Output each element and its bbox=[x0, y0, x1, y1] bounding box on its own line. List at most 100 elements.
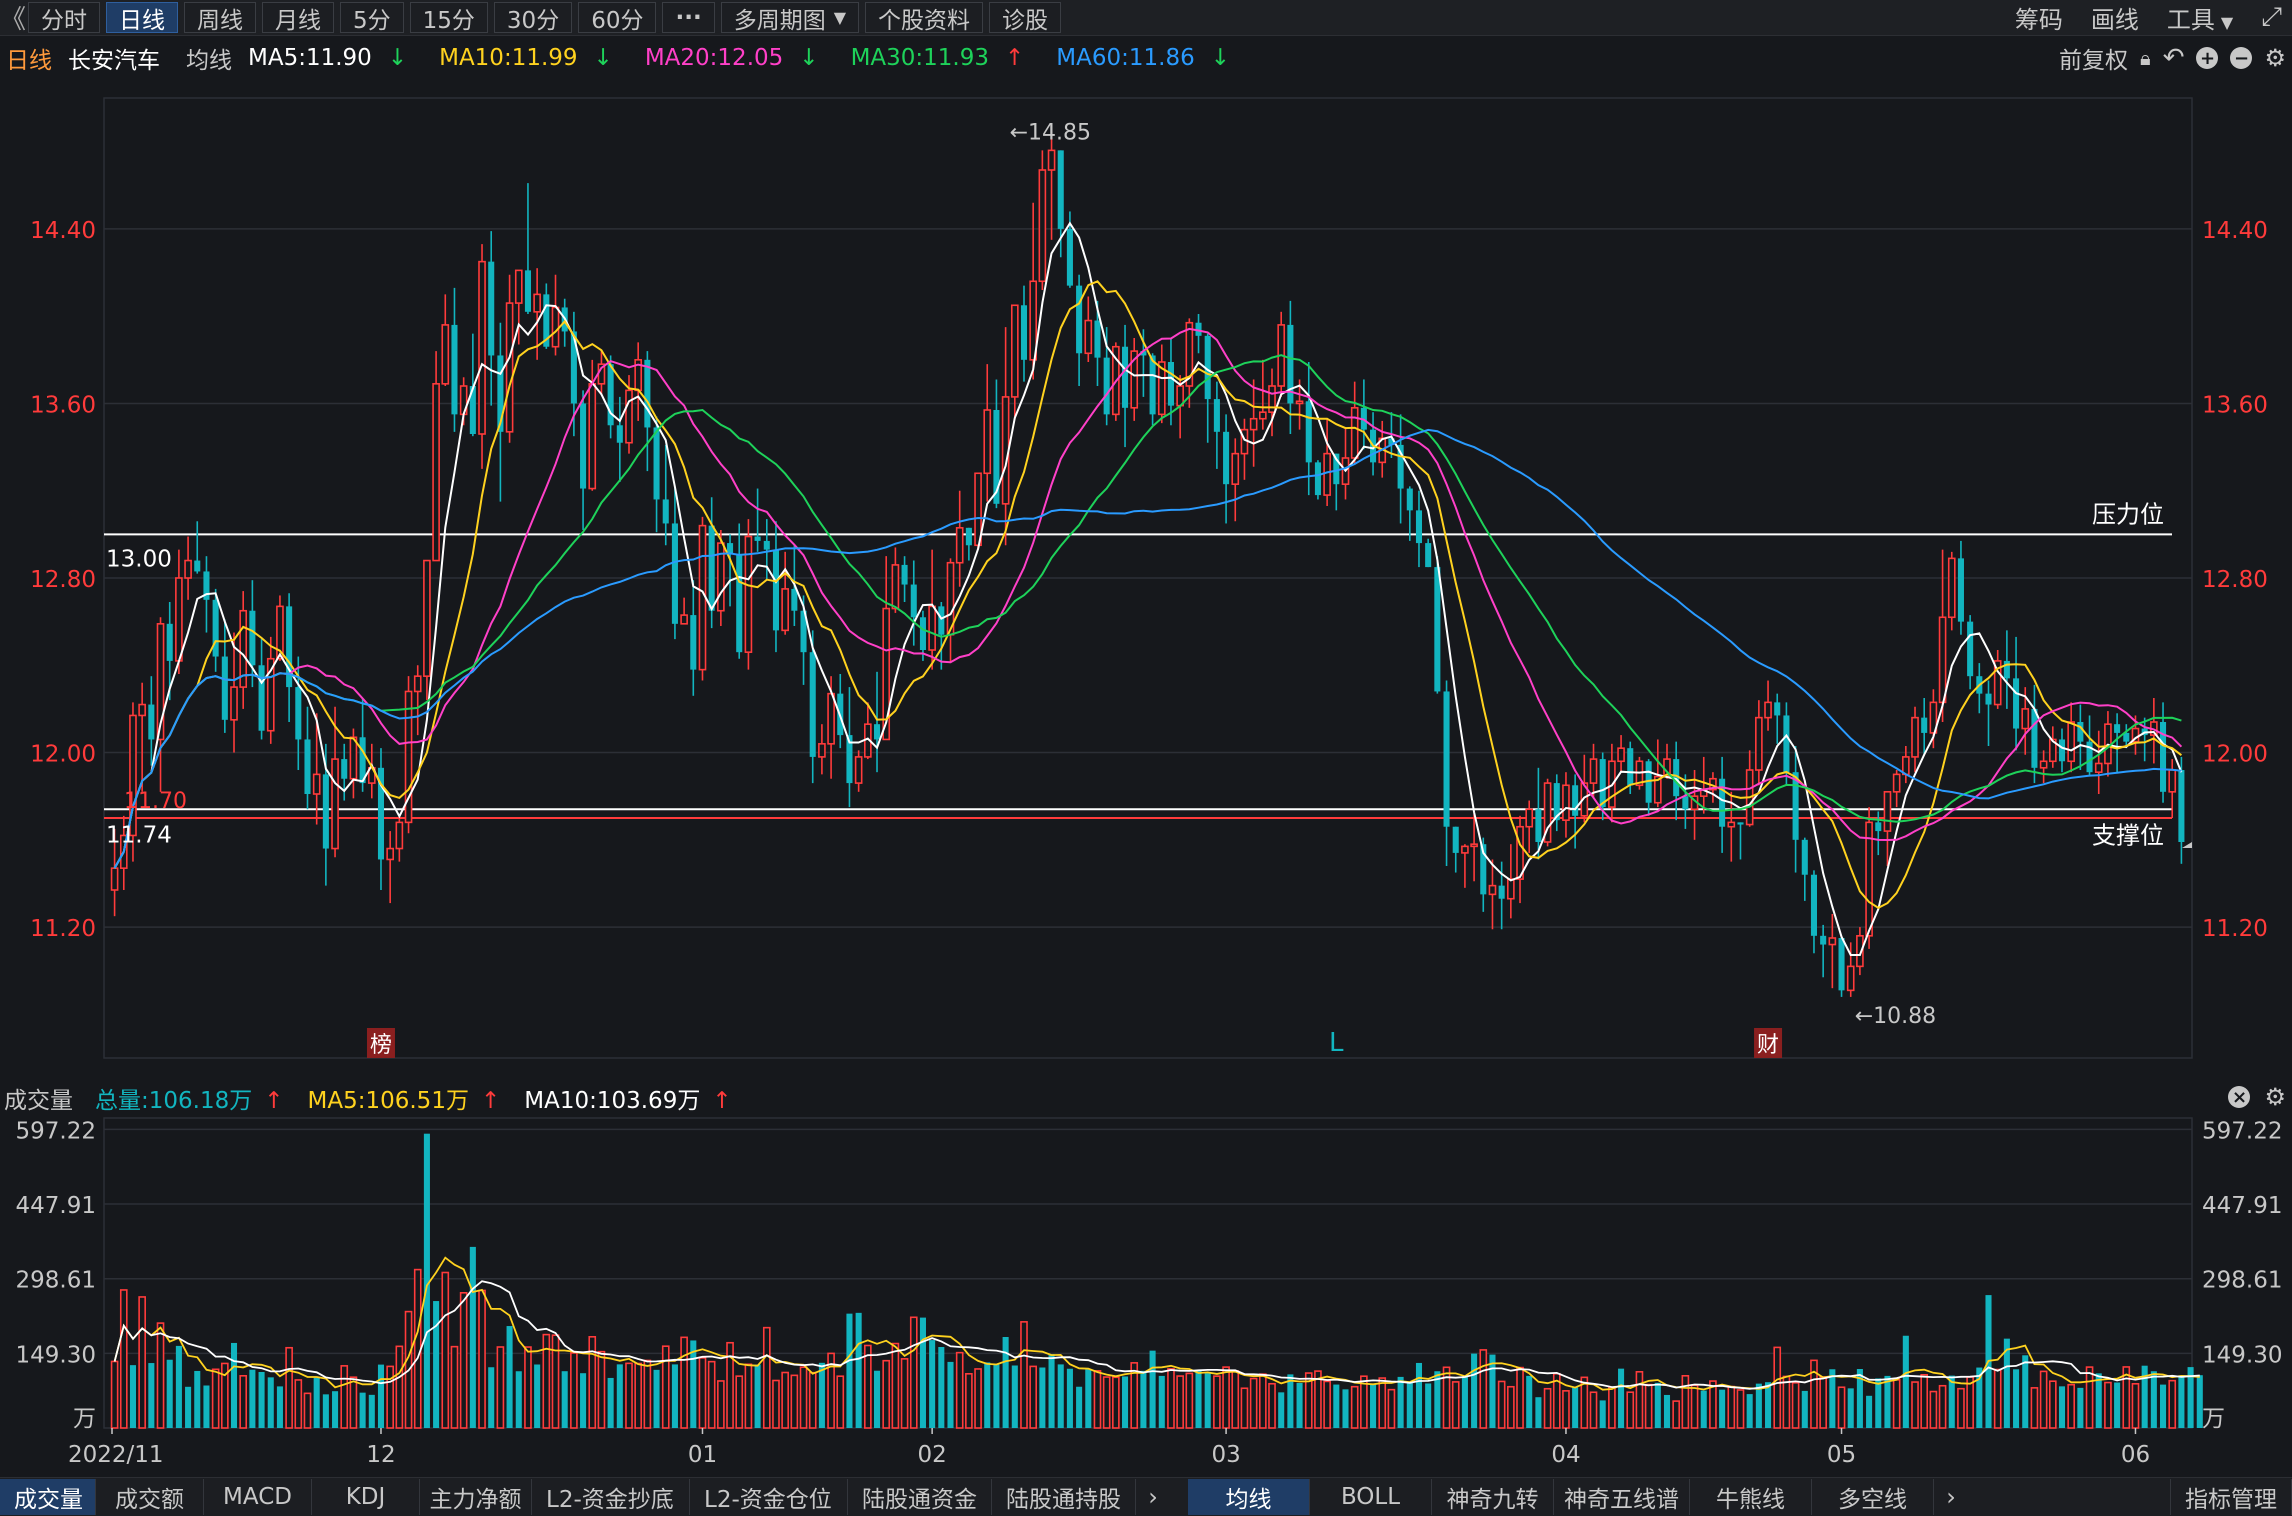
candle-body bbox=[993, 410, 1000, 504]
candles bbox=[110, 130, 2185, 997]
volume-bar bbox=[1746, 1394, 1753, 1428]
volume-bar bbox=[258, 1372, 265, 1428]
tab-intraday[interactable]: 分时 bbox=[28, 2, 100, 34]
chevron-right-icon[interactable]: › bbox=[1946, 1483, 1956, 1511]
volume-panel-frame bbox=[103, 1117, 2193, 1429]
chevron-right-icon[interactable]: › bbox=[1148, 1483, 1158, 1511]
close-icon[interactable]: × bbox=[2228, 1086, 2251, 1108]
volume-bar bbox=[1727, 1385, 1736, 1429]
fullscreen-icon[interactable]: ⤢ bbox=[2261, 2, 2282, 32]
volume-bar bbox=[1507, 1385, 1515, 1429]
candle-body bbox=[1653, 775, 1662, 804]
tab-15min[interactable]: 15分 bbox=[409, 2, 488, 34]
volume-bar bbox=[698, 1357, 707, 1429]
volume-bar bbox=[1938, 1384, 1947, 1429]
tab-ma[interactable]: 均线 bbox=[1188, 1479, 1310, 1515]
back-arrow-icon[interactable]: 《 bbox=[0, 5, 27, 35]
tab-weekly[interactable]: 周线 bbox=[184, 2, 256, 34]
gear-icon[interactable]: ⚙ bbox=[2264, 1083, 2286, 1111]
volume-bar bbox=[1167, 1368, 1175, 1429]
volume-bar bbox=[974, 1368, 982, 1429]
volume-total: 总量:106.18万 ↑ bbox=[95, 1081, 296, 1115]
volume-bar bbox=[1884, 1375, 1891, 1428]
tab-northbound-funds[interactable]: 陆股通资金 bbox=[848, 1479, 992, 1515]
tab-macd[interactable]: MACD bbox=[204, 1479, 312, 1515]
candle-body bbox=[1921, 717, 1928, 733]
candle-body bbox=[2048, 738, 2057, 763]
price-tick-label-left: 14.40 bbox=[30, 218, 96, 244]
more-periods-button[interactable]: ··· bbox=[662, 2, 715, 33]
gear-icon[interactable]: ⚙ bbox=[2264, 44, 2286, 72]
diagnose-button[interactable]: 诊股 bbox=[989, 2, 1062, 34]
volume-bar bbox=[2187, 1367, 2194, 1428]
tab-kdj[interactable]: KDJ bbox=[312, 1479, 420, 1515]
tab-l2-position[interactable]: L2-资金仓位 bbox=[690, 1479, 848, 1515]
tab-5min[interactable]: 5分 bbox=[340, 2, 404, 34]
candle-body bbox=[1397, 444, 1404, 489]
candle-body bbox=[286, 606, 293, 688]
tab-td9[interactable]: 神奇九转 bbox=[1432, 1479, 1554, 1515]
tab-indicator-manage[interactable]: 指标管理 bbox=[2170, 1479, 2292, 1515]
tab-long-short[interactable]: 多空线 bbox=[1812, 1479, 1934, 1515]
ma-info-bar: 日线 长安汽车 均线 MA5:11.90 ↓ MA10:11.99 ↓ MA20:1… bbox=[0, 40, 2292, 76]
candle-body bbox=[1094, 320, 1101, 358]
chart-controls: 前复权 🔒︎ ↶ + − ⚙ bbox=[2059, 40, 2286, 76]
adjust-mode[interactable]: 前复权 bbox=[2059, 48, 2129, 74]
candle-body bbox=[249, 610, 256, 666]
candle-body bbox=[166, 623, 173, 661]
lock-icon[interactable]: 🔒︎ bbox=[2140, 46, 2151, 70]
tab-30min[interactable]: 30分 bbox=[493, 2, 573, 34]
volume-bar bbox=[607, 1377, 614, 1428]
zoom-in-icon[interactable]: + bbox=[2196, 47, 2219, 69]
candle-body bbox=[1737, 822, 1744, 825]
volume-bar bbox=[891, 1342, 900, 1429]
zoom-out-icon[interactable]: − bbox=[2230, 47, 2253, 69]
volume-bar bbox=[1672, 1400, 1681, 1429]
candle-body bbox=[1516, 825, 1524, 880]
stock-profile-button[interactable]: 个股资料 bbox=[865, 2, 984, 34]
candle-body bbox=[891, 564, 900, 610]
candle-body bbox=[1810, 874, 1818, 936]
volume-bar bbox=[551, 1334, 560, 1429]
candle-body bbox=[1783, 715, 1790, 773]
tools-dropdown[interactable]: 工具 ▼ bbox=[2167, 0, 2233, 35]
volume-bar bbox=[2122, 1366, 2131, 1429]
candle-body bbox=[625, 389, 633, 444]
candle-body bbox=[194, 560, 201, 572]
ma30-text: MA30:11.93 bbox=[850, 45, 990, 71]
volume-bar bbox=[194, 1370, 201, 1428]
undo-icon[interactable]: ↶ bbox=[2162, 43, 2185, 73]
candle-body bbox=[616, 425, 623, 443]
tab-turnover[interactable]: 成交额 bbox=[96, 1479, 204, 1515]
multi-period-dropdown[interactable]: 多周期图 ▼ bbox=[720, 2, 860, 34]
volume-bar bbox=[735, 1375, 744, 1429]
tab-60min[interactable]: 60分 bbox=[578, 2, 657, 34]
volume-ma5: MA5:106.51万 ↑ bbox=[308, 1081, 513, 1115]
chips-button[interactable]: 筹码 bbox=[2014, 6, 2063, 34]
tab-l2-bottom[interactable]: L2-资金抄底 bbox=[532, 1479, 690, 1515]
candlestick-chart[interactable]: 14.40 14.40 13.60 13.60 12.80 12.80 12.00 12.00… bbox=[0, 0, 2292, 1477]
candle-body bbox=[671, 523, 678, 624]
event-marker-box bbox=[1754, 1028, 1783, 1058]
tab-five-lines[interactable]: 神奇五线谱 bbox=[1554, 1479, 1690, 1515]
volume-bar bbox=[929, 1340, 936, 1428]
volume-tick-label-left: 597.22 bbox=[16, 1118, 96, 1144]
ma-label[interactable]: 均线 bbox=[186, 48, 232, 74]
support-resistance-lines[interactable] bbox=[104, 533, 2172, 819]
volume-bar bbox=[864, 1344, 872, 1429]
price-tick-label-right: 12.80 bbox=[2202, 567, 2268, 593]
tab-main-net[interactable]: 主力净额 bbox=[420, 1479, 532, 1515]
volume-bar bbox=[799, 1366, 808, 1429]
tab-bull-bear[interactable]: 牛熊线 bbox=[1690, 1479, 1812, 1515]
tab-monthly[interactable]: 月线 bbox=[262, 2, 334, 34]
tab-daily[interactable]: 日线 bbox=[106, 2, 178, 34]
tab-northbound-holdings[interactable]: 陆股通持股 bbox=[992, 1479, 1136, 1515]
draw-button[interactable]: 画线 bbox=[2090, 6, 2139, 34]
volume-bar bbox=[2077, 1387, 2084, 1428]
tab-boll[interactable]: BOLL bbox=[1310, 1479, 1432, 1515]
volume-bar bbox=[211, 1368, 220, 1429]
volume-tick-label-right: 447.91 bbox=[2202, 1193, 2282, 1219]
tab-volume[interactable]: 成交量 bbox=[0, 1479, 96, 1515]
volume-bar bbox=[110, 1360, 119, 1429]
event-marker-box bbox=[366, 1028, 395, 1058]
